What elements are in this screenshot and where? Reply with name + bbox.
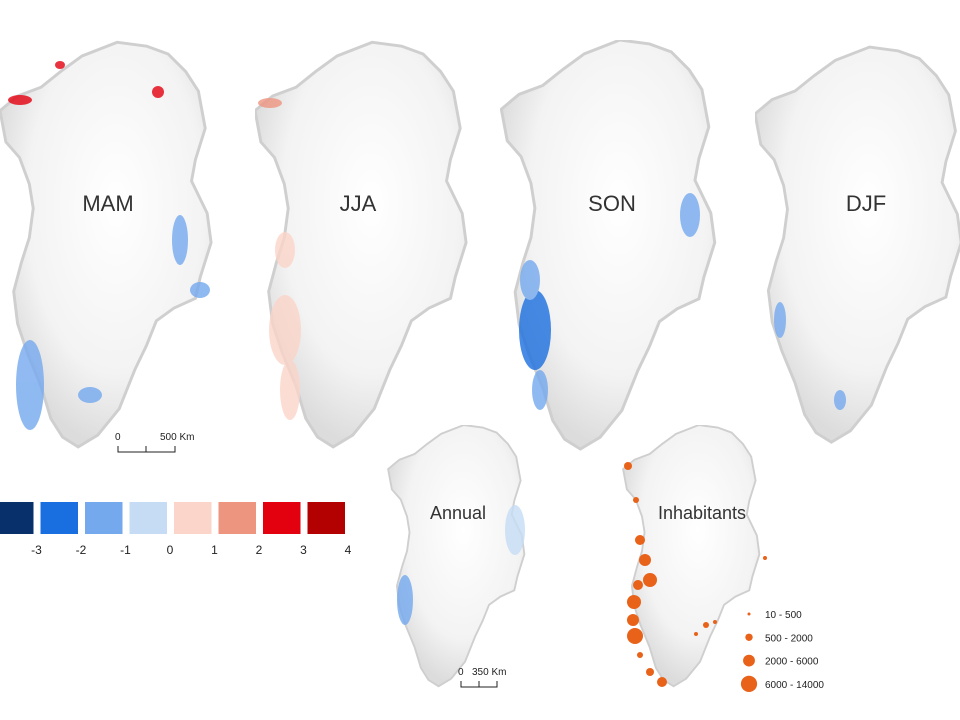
scale-label: 500 Km <box>160 432 194 443</box>
legend-swatch <box>307 502 345 534</box>
panel-label: Annual <box>430 503 486 523</box>
inhabitants-legend: 10 - 500 500 - 2000 2000 - 6000 6000 - 1400… <box>740 610 824 693</box>
legend-tick: 1 <box>211 543 218 557</box>
legend-tick: 0 <box>167 543 174 557</box>
scale-bar <box>117 446 498 688</box>
settlement-dots <box>624 462 767 687</box>
scale-label: 0 <box>115 432 121 443</box>
legend-swatch <box>263 502 301 534</box>
legend-swatch <box>218 502 256 534</box>
panel-label: JJA <box>340 191 377 216</box>
panel-label: DJF <box>846 191 886 216</box>
legend-label: 10 - 500 <box>765 610 802 621</box>
legend-tick: 2 <box>256 543 263 557</box>
legend-tick: -1 <box>120 543 131 557</box>
legend-dot <box>745 633 753 641</box>
legend-tick: -2 <box>76 543 87 557</box>
legend-dot <box>740 675 758 693</box>
panel-label: MAM <box>82 191 133 216</box>
panel-label: SON <box>588 191 636 216</box>
legend-label: 6000 - 14000 <box>765 680 824 691</box>
legend-tick: 4 <box>345 543 352 557</box>
legend-dot <box>747 612 751 616</box>
legend-swatch <box>85 502 123 534</box>
panel-label: Inhabitants <box>658 503 746 523</box>
scale-label: 350 Km <box>472 667 506 678</box>
legend-tick: -3 <box>31 543 42 557</box>
legend-swatch <box>174 502 212 534</box>
map-shapes <box>0 40 960 688</box>
legend-label: 2000 - 6000 <box>765 657 819 668</box>
legend-dot <box>743 654 755 667</box>
legend-tick: 3 <box>300 543 307 557</box>
scale-label: 0 <box>458 667 464 678</box>
legend-swatch <box>40 502 78 534</box>
legend-label: 500 - 2000 <box>765 633 813 644</box>
legend-swatch <box>0 502 34 534</box>
legend-swatch <box>129 502 167 534</box>
anomaly-patches <box>8 61 846 625</box>
